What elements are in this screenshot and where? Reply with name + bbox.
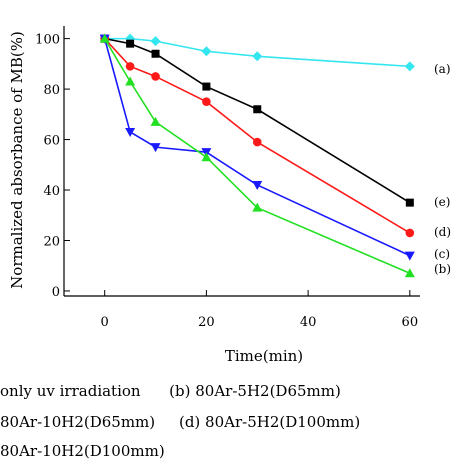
y-tick-label: 40 [43, 184, 60, 199]
y-axis-title: Normalized absorbance of MB(%) [8, 31, 26, 289]
data-point [252, 202, 263, 212]
x-axis-title: Time(min) [225, 347, 303, 365]
data-point [150, 143, 161, 153]
data-point [404, 251, 415, 261]
y-tick-label: 100 [35, 33, 60, 48]
data-point [405, 228, 415, 238]
series-tag-d: (d) [434, 225, 451, 239]
data-point [202, 97, 211, 107]
data-point [125, 76, 136, 86]
data-point [404, 61, 415, 72]
y-tick-label: 20 [43, 234, 60, 249]
x-tick-label: 20 [198, 315, 215, 330]
data-point [151, 49, 160, 58]
data-point [252, 137, 262, 147]
data-point [405, 198, 414, 207]
data-point [125, 62, 135, 71]
series-line [103, 38, 411, 275]
legend-line-3: 80Ar-10H2(D100mm) [0, 442, 165, 460]
y-tick-label: 80 [43, 83, 60, 98]
series-line [104, 37, 411, 204]
data-point [150, 36, 161, 47]
data-point [252, 51, 263, 62]
data-point [253, 105, 262, 114]
series-line [104, 38, 411, 234]
series-a [99, 33, 415, 72]
x-tick-label: 60 [402, 315, 419, 330]
data-point [150, 116, 161, 126]
data-point [201, 152, 212, 162]
legend-line-2: 80Ar-10H2(D65mm) (d) 80Ar-5H2(D100mm) [0, 413, 361, 431]
x-tick-label: 40 [300, 315, 317, 330]
series-b [99, 33, 415, 278]
series-tag-b: (b) [434, 262, 451, 276]
data-point [252, 180, 263, 190]
data-point [201, 46, 212, 57]
data-point [99, 33, 110, 43]
series-c [99, 34, 415, 261]
series-tag-e: (e) [434, 195, 450, 209]
data-point [202, 82, 211, 91]
y-tick-label: 0 [52, 285, 60, 300]
legend-line-1: only uv irradiation (b) 80Ar-5H2(D65mm) [0, 382, 341, 400]
x-tick-label: 0 [101, 315, 109, 330]
series-tags: (a) (e) (d) (c)(b) [434, 62, 451, 276]
series-tag-c: (c) [434, 247, 450, 261]
chart-series [99, 33, 415, 278]
chart-axes: 0 20 40 60 80 100 0 20 40 60 [35, 26, 420, 330]
data-point [151, 72, 160, 81]
data-point [125, 127, 136, 137]
data-point [404, 268, 415, 278]
data-point [126, 39, 135, 48]
y-tick-label: 60 [43, 134, 60, 149]
series-tag-a: (a) [434, 62, 451, 76]
series-line [103, 38, 411, 257]
